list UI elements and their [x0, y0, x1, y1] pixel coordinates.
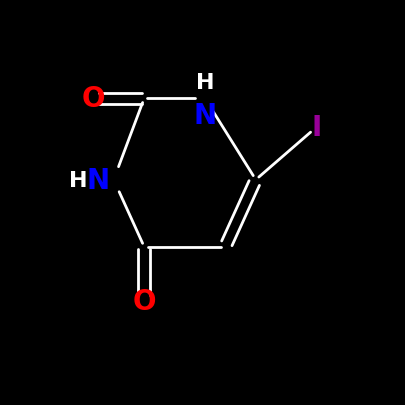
- Text: N: N: [86, 166, 109, 194]
- Text: H: H: [68, 170, 87, 190]
- Text: O: O: [81, 85, 105, 113]
- Text: N: N: [193, 101, 216, 129]
- Text: O: O: [132, 288, 156, 315]
- Text: H: H: [195, 73, 214, 93]
- Text: I: I: [311, 114, 321, 141]
